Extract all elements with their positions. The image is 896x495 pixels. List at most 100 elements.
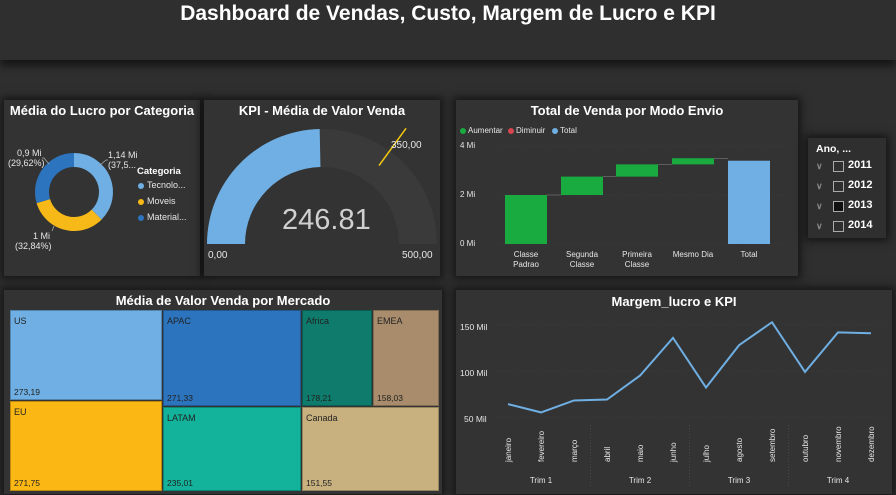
donut-title: Média do Lucro por Categoria — [9, 103, 195, 118]
line-point[interactable] — [638, 374, 642, 378]
treemap-tile-value: 151,55 — [306, 478, 332, 488]
treemap-tile[interactable]: APAC 271,33 — [163, 310, 301, 406]
treemap-panel[interactable]: Média de Valor Venda por Mercado US 273,1… — [4, 290, 442, 494]
month-label: setembro — [768, 428, 777, 462]
waterfall-chart[interactable] — [456, 100, 798, 276]
waterfall-bar[interactable] — [505, 195, 547, 244]
line-point[interactable] — [605, 398, 609, 402]
donut-legend-item[interactable]: Moveis — [138, 196, 176, 206]
legend-dot-icon — [138, 182, 144, 189]
line-point[interactable] — [803, 370, 807, 374]
treemap-tile[interactable]: Canada 151,55 — [302, 407, 439, 491]
checkbox-icon[interactable] — [833, 221, 844, 232]
donut-panel[interactable]: Média do Lucro por Categoria 0,9 Mi (29,… — [4, 100, 200, 276]
line-series[interactable] — [507, 320, 872, 414]
waterfall-panel[interactable]: Total de Venda por Modo Envio Aumentar Di… — [456, 100, 798, 276]
waterfall-x-label-line: Total — [740, 250, 758, 259]
line-point[interactable] — [836, 330, 840, 334]
checkbox-icon[interactable] — [833, 161, 844, 172]
line-point[interactable] — [572, 398, 576, 402]
treemap-tile[interactable]: EU 271,75 — [10, 401, 162, 491]
chevron-down-icon: ∨ — [816, 221, 823, 231]
waterfall-legend-item[interactable]: Total — [552, 126, 577, 135]
treemap-chart[interactable]: US 273,19 APAC 271,33 Africa 178,21 EMEA 158,03… — [10, 310, 440, 492]
year-slicer-item[interactable]: ∨ 2014 — [816, 218, 886, 236]
treemap-tile-name: Africa — [306, 316, 330, 326]
year-slicer-item-label: 2013 — [848, 199, 873, 211]
treemap-tile[interactable]: EMEA 158,03 — [373, 310, 439, 406]
waterfall-bar[interactable] — [616, 164, 658, 177]
donut-label-tech-value: 1,14 Mi — [108, 150, 138, 160]
year-slicer[interactable]: Ano, ... ∨ 2011 ∨ 2012 ∨ 2013 ∨ 2014 — [808, 138, 886, 238]
leader-line-material — [42, 157, 50, 165]
treemap-tile-value: 273,19 — [14, 387, 40, 397]
treemap-tile[interactable]: LATAM 235,01 — [163, 407, 301, 491]
chevron-down-icon: ∨ — [816, 181, 823, 191]
line-point[interactable] — [770, 320, 774, 324]
header-bar: Dashboard de Vendas, Custo, Margem de Lu… — [0, 0, 896, 60]
line-chart[interactable] — [456, 290, 892, 494]
donut-chart[interactable] — [4, 100, 200, 276]
leader-line-moveis — [51, 225, 55, 232]
waterfall-bar[interactable] — [728, 160, 770, 244]
gauge-target-label: 350,00 — [391, 140, 422, 151]
month-label: junho — [669, 442, 678, 462]
donut-legend-item[interactable]: Material... — [138, 212, 187, 222]
waterfall-x-label: Primeira Classe — [607, 250, 667, 270]
checkbox-icon[interactable] — [833, 201, 844, 212]
checkbox-icon[interactable] — [833, 181, 844, 192]
dashboard-title: Dashboard de Vendas, Custo, Margem de Lu… — [180, 2, 716, 25]
month-label: maio — [636, 444, 645, 462]
donut-slice[interactable] — [74, 153, 113, 220]
line-panel[interactable]: Margem_lucro e KPI 150 Mil 100 Mil 50 Mi… — [456, 290, 892, 494]
donut-legend-label: Material... — [147, 212, 187, 222]
waterfall-x-label-line: Mesmo Dia — [672, 250, 714, 259]
treemap-tile-value: 235,01 — [167, 478, 193, 488]
donut-label-tech-pct: (37,5... — [108, 160, 137, 170]
donut-legend-label: Tecnolo... — [147, 180, 186, 190]
waterfall-legend-item[interactable]: Diminuir — [508, 126, 545, 135]
gauge-value: 246.81 — [282, 204, 371, 236]
line-ytick-100: 100 Mil — [460, 368, 488, 378]
month-label: janeiro — [504, 437, 513, 462]
line-point[interactable] — [869, 331, 873, 335]
treemap-tile-value: 271,75 — [14, 478, 40, 488]
line-point[interactable] — [671, 336, 675, 340]
donut-label-material-pct: (29,62%) — [8, 158, 45, 168]
gauge-chart[interactable] — [204, 100, 440, 276]
line-point[interactable] — [737, 343, 741, 347]
legend-dot-icon — [138, 198, 144, 205]
quarter-label: Trim 3 — [727, 476, 751, 485]
year-slicer-item[interactable]: ∨ 2011 — [816, 158, 886, 176]
waterfall-legend-label: Total — [560, 126, 577, 135]
month-label: agosto — [735, 437, 744, 462]
waterfall-title: Total de Venda por Modo Envio — [530, 103, 724, 118]
month-label: fevereiro — [537, 430, 546, 462]
waterfall-x-label-line: Classe — [513, 250, 539, 259]
treemap-tile-value: 271,33 — [167, 393, 193, 403]
donut-slice[interactable] — [34, 153, 74, 204]
treemap-tile[interactable]: Africa 178,21 — [302, 310, 372, 406]
year-slicer-item[interactable]: ∨ 2013 — [816, 198, 886, 216]
waterfall-bar[interactable] — [561, 176, 603, 195]
gauge-panel[interactable]: KPI - Média de Valor Venda 246.81 0,00 5… — [204, 100, 440, 276]
treemap-tile-name: APAC — [167, 316, 191, 326]
line-point[interactable] — [506, 402, 510, 406]
year-slicer-item[interactable]: ∨ 2012 — [816, 178, 886, 196]
donut-legend-item[interactable]: Tecnolo... — [138, 180, 186, 190]
waterfall-legend-item[interactable]: Aumentar — [460, 126, 503, 135]
year-slicer-item-label: 2011 — [848, 159, 872, 171]
legend-dot-icon — [138, 214, 144, 221]
treemap-title: Média de Valor Venda por Mercado — [115, 293, 331, 308]
treemap-tile[interactable]: US 273,19 — [10, 310, 162, 400]
donut-label-moveis-value: 1 Mi — [33, 231, 51, 241]
year-slicer-title: Ano, ... — [816, 143, 851, 155]
month-label: março — [570, 439, 579, 462]
gauge-max-label: 500,00 — [402, 250, 433, 261]
donut-legend-title: Categoria — [137, 166, 181, 177]
month-label: outubro — [801, 434, 810, 462]
waterfall-bar[interactable] — [672, 158, 714, 165]
donut-slice[interactable] — [36, 199, 102, 231]
line-point[interactable] — [704, 386, 708, 390]
waterfall-x-label-line: Primeira — [622, 250, 652, 259]
